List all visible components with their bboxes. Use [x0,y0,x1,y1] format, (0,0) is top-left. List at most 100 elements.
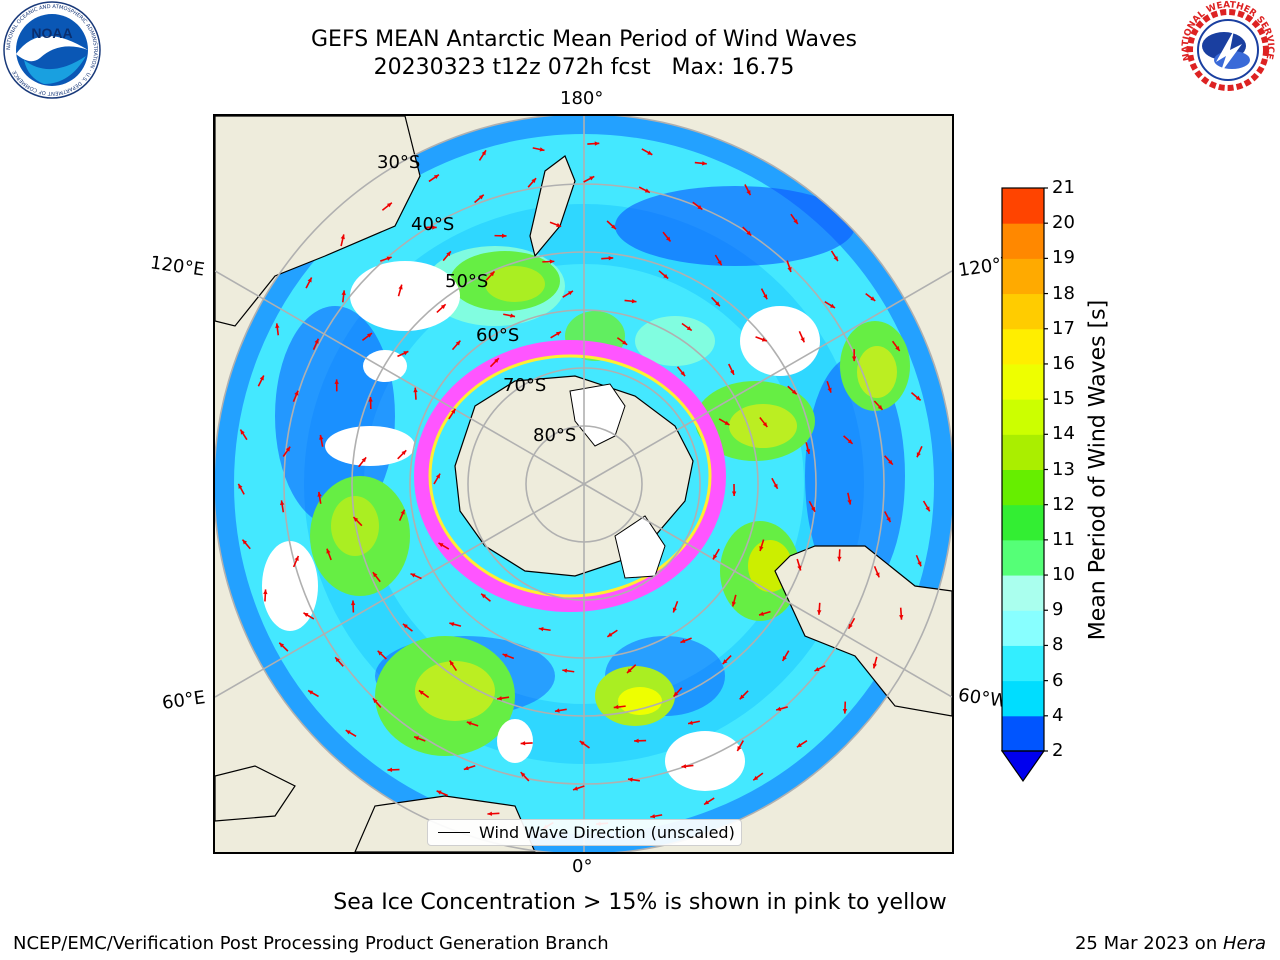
wind-arrow-head [368,397,373,402]
wind-arrow-head [622,340,628,345]
wind-arrow-head [414,736,420,741]
sea-ice-caption: Sea Ice Concentration > 15% is shown in … [333,890,947,915]
lon-label-lower-left: 60°E [160,687,207,714]
wind-arrow-head [663,273,669,279]
wind-arrow-head [334,379,339,384]
colorbar-title: Mean Period of Wind Waves [s] [1085,299,1111,641]
lon-label-upper-left: 120°E [148,252,206,281]
map-legend: Wind Wave Direction (unscaled) [427,819,742,846]
wind-arrow-head [489,271,495,277]
wind-arrow-head [773,483,778,489]
colorbar-swatch [1002,328,1044,365]
wind-arrow-head [666,236,671,242]
colorbar-tick-label: 2 [1052,740,1064,761]
wind-arrow-head [367,333,372,338]
wind-arrow-head [870,296,876,301]
wind-arrow-head [386,256,392,261]
wind-arrow-head [497,696,502,701]
wind-arrow-head [805,449,811,454]
wind-arrow-head [556,331,561,336]
wind-arrow-head [759,611,764,616]
colorbar-tick-label: 11 [1052,528,1075,550]
colorbar-swatch [1002,504,1044,541]
wind-arrow-head [440,304,446,309]
wind-arrow-head [562,668,568,673]
wind-arrow-head [463,766,469,771]
wind-arrow-head [326,548,331,554]
wind-arrow-head [917,561,922,567]
wind-arrow-head [899,614,904,620]
wind-arrow-head [830,303,836,308]
wind-arrow-head [573,786,578,791]
lon-label-bottom: 0° [572,856,593,877]
wind-arrow-head [847,439,853,444]
wind-arrow-head [886,517,891,523]
wind-arrow-head [627,777,633,782]
wind-arrow-head [350,600,356,606]
footer-date: 25 Mar 2023 on Hera [1075,933,1266,954]
colorbar-tick-label: 17 [1052,317,1075,339]
wind-arrow-head [731,601,737,607]
wind-arrow-head [872,663,877,669]
wind-arrow-head [317,491,322,497]
wind-arrow-head [731,491,737,496]
colorbar-swatch [1002,645,1044,682]
wind-arrow-head [791,389,797,395]
wind-arrow-head [827,387,832,393]
colorbar-swatch [1002,188,1044,224]
footer-organization: NCEP/EMC/Verification Post Processing Pr… [13,933,609,954]
wind-arrow-head [435,473,441,479]
noaa-logo-text: NOAA [31,25,72,41]
wind-arrow-head [481,150,486,156]
wind-arrow-head [611,224,616,230]
wind-arrow-head [259,375,264,381]
wind-arrow-head [673,691,679,697]
polar-map [215,116,952,852]
wind-arrow-head [466,721,472,726]
wind-arrow-head [275,323,280,329]
lon-label-top: 180° [560,88,604,109]
wind-arrow-head [589,176,595,181]
colorbar-tick-label: 9 [1052,599,1064,621]
wind-arrow-head [502,653,508,658]
wind-arrow-head [478,194,484,200]
colorbar-swatch [1002,575,1044,611]
wind-arrow-head [263,589,268,595]
colorbar-swatch [1002,680,1044,717]
wind-arrow-head [746,230,752,236]
lat-label-60s: 60°S [476,325,520,346]
wind-arrow-head [722,659,728,665]
wind-arrow-head [811,506,816,512]
wind-arrow-head [737,746,742,751]
wind-arrow-head [817,610,822,615]
wind-arrow-head [717,260,722,266]
colorbar-swatch [1002,434,1044,470]
wind-arrow-head [451,408,456,414]
colorbar-under-triangle [1000,750,1046,783]
colorbar-tick-label: 10 [1052,564,1075,586]
wind-arrow-head [531,178,537,183]
wind-arrow-head [387,767,393,773]
colorbar-tick-label: 4 [1052,704,1064,726]
colorbar [1000,187,1048,783]
madagascar-land [215,765,296,822]
map-panel: 30°S 40°S 50°S 60°S 70°S 80°S Wind Wave … [213,114,954,854]
wind-arrow-head [481,593,487,599]
colorbar-swatch [1002,293,1044,330]
wind-arrow-head [833,256,838,262]
wind-arrow-head [538,627,544,632]
wind-arrow-head [520,772,526,777]
south-america-land [774,545,952,717]
lat-label-30s: 30°S [377,152,421,173]
wind-arrow-head [594,141,600,146]
wind-arrow-head [759,546,764,552]
wind-arrow-head [501,233,507,239]
wind-arrow-head [842,709,848,714]
wind-arrow-head [433,174,439,180]
wind-arrow-head [746,190,751,196]
colorbar-tick-label: 8 [1052,634,1064,656]
wind-arrow-head [341,290,346,296]
wind-arrow-head [680,371,686,377]
wind-arrow-head [449,660,455,666]
wind-arrow-head [847,499,852,505]
